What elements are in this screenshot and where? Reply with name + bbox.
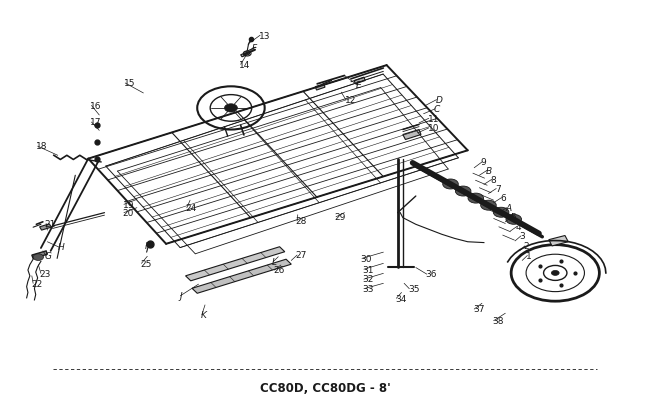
Text: 17: 17 bbox=[90, 118, 101, 127]
Text: 8: 8 bbox=[490, 176, 496, 185]
Text: 20: 20 bbox=[123, 209, 134, 218]
Text: 15: 15 bbox=[124, 79, 135, 88]
Text: A: A bbox=[505, 204, 512, 213]
Polygon shape bbox=[192, 259, 291, 293]
Circle shape bbox=[493, 207, 509, 217]
Text: CC80D, CC80DG - 8': CC80D, CC80DG - 8' bbox=[259, 382, 391, 394]
Text: 5: 5 bbox=[510, 213, 516, 222]
Text: 29: 29 bbox=[335, 213, 346, 222]
Text: 18: 18 bbox=[36, 143, 48, 151]
Text: 3: 3 bbox=[519, 232, 525, 241]
Circle shape bbox=[456, 186, 471, 196]
Text: 31: 31 bbox=[363, 266, 374, 274]
Text: D: D bbox=[436, 96, 442, 105]
Circle shape bbox=[551, 271, 559, 275]
Circle shape bbox=[468, 193, 484, 203]
Text: 7: 7 bbox=[495, 185, 501, 194]
Text: F: F bbox=[252, 44, 257, 53]
Text: 1: 1 bbox=[526, 252, 532, 261]
Text: 4: 4 bbox=[515, 223, 521, 232]
Text: J: J bbox=[179, 292, 182, 301]
Text: 38: 38 bbox=[492, 317, 504, 326]
Circle shape bbox=[224, 104, 237, 112]
Text: 21: 21 bbox=[45, 220, 56, 229]
Text: I: I bbox=[145, 242, 148, 251]
Text: 10: 10 bbox=[428, 124, 439, 133]
Text: C: C bbox=[434, 105, 440, 114]
Text: G: G bbox=[45, 252, 52, 261]
Circle shape bbox=[506, 214, 521, 224]
Polygon shape bbox=[32, 251, 47, 259]
Polygon shape bbox=[315, 84, 325, 90]
Text: 35: 35 bbox=[408, 285, 419, 294]
Circle shape bbox=[443, 179, 458, 189]
Text: 23: 23 bbox=[40, 270, 51, 279]
Polygon shape bbox=[403, 130, 421, 140]
Text: 27: 27 bbox=[296, 251, 307, 260]
Text: 33: 33 bbox=[363, 285, 374, 294]
Text: H: H bbox=[58, 244, 64, 252]
Text: 13: 13 bbox=[259, 32, 270, 40]
Text: 9: 9 bbox=[480, 158, 486, 167]
Text: 11: 11 bbox=[428, 115, 439, 124]
Text: 30: 30 bbox=[361, 255, 372, 264]
Polygon shape bbox=[354, 77, 365, 84]
Circle shape bbox=[33, 254, 44, 261]
Polygon shape bbox=[185, 247, 285, 281]
Text: 6: 6 bbox=[500, 194, 506, 203]
Text: L: L bbox=[272, 258, 277, 267]
Polygon shape bbox=[240, 52, 250, 57]
Text: 25: 25 bbox=[140, 260, 151, 269]
Text: 2: 2 bbox=[523, 242, 529, 251]
Text: 19: 19 bbox=[123, 201, 134, 210]
Text: K: K bbox=[200, 311, 206, 320]
Text: 28: 28 bbox=[296, 217, 307, 226]
Text: 34: 34 bbox=[395, 294, 406, 304]
Text: 26: 26 bbox=[273, 266, 285, 275]
Text: 24: 24 bbox=[185, 204, 197, 213]
Text: 36: 36 bbox=[426, 271, 437, 279]
Text: B: B bbox=[486, 167, 492, 176]
Text: 22: 22 bbox=[32, 280, 43, 289]
Circle shape bbox=[480, 200, 496, 210]
Polygon shape bbox=[549, 236, 568, 246]
Text: 14: 14 bbox=[239, 60, 251, 70]
Text: 16: 16 bbox=[90, 102, 101, 111]
Text: 37: 37 bbox=[473, 305, 484, 314]
Polygon shape bbox=[40, 224, 51, 230]
Text: 12: 12 bbox=[344, 96, 356, 105]
Text: E: E bbox=[356, 81, 362, 90]
Text: 32: 32 bbox=[363, 276, 374, 284]
